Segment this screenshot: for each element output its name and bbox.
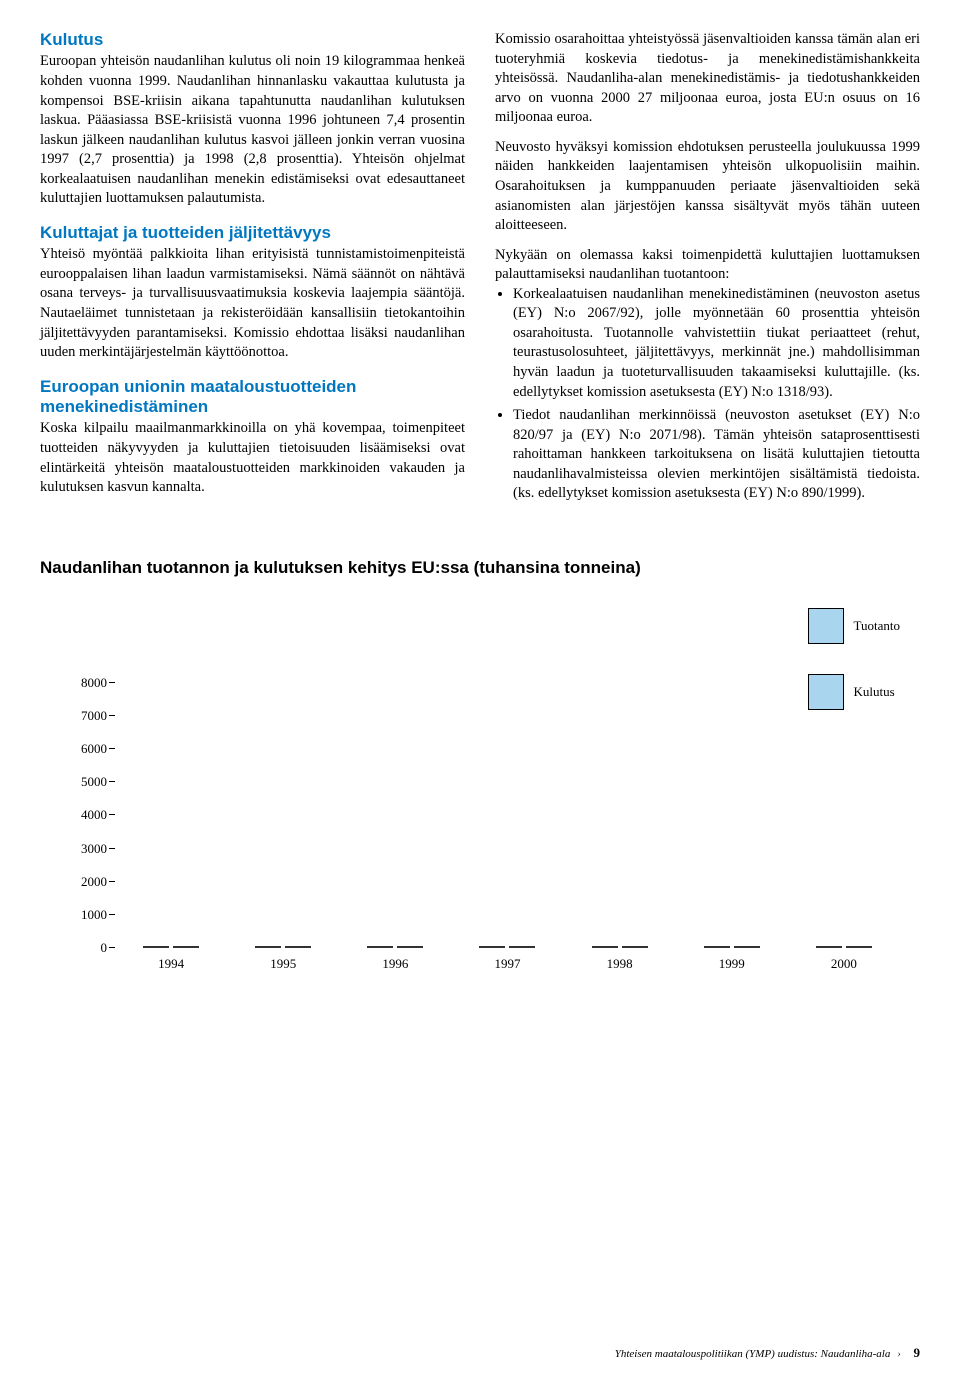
legend-swatch-prod xyxy=(808,608,844,644)
xtick-label: 2000 xyxy=(831,948,857,978)
bullet-2: Tiedot naudanlihan merkinnöissä (neuvost… xyxy=(513,406,920,504)
ytick-label: 0 xyxy=(101,940,108,956)
two-column-text: Kulutus Euroopan yhteisön naudanlihan ku… xyxy=(40,30,920,508)
para-nykyaan: Nykyään on olemassa kaksi toimenpidettä … xyxy=(495,246,920,285)
bullet-1: Korkealaatuisen naudanlihan menekinedist… xyxy=(513,285,920,402)
chart-section: Naudanlihan tuotannon ja kulutuksen kehi… xyxy=(40,558,920,978)
footer-page: 9 xyxy=(914,1345,921,1360)
footer-sep: › xyxy=(897,1348,901,1360)
right-column: Komissio osarahoittaa yhteistyössä jäsen… xyxy=(495,30,920,508)
ytick-label: 4000 xyxy=(81,807,107,823)
xtick-label: 1998 xyxy=(607,948,633,978)
ytick-label: 6000 xyxy=(81,741,107,757)
bullet-list: Korkealaatuisen naudanlihan menekinedist… xyxy=(495,285,920,504)
xtick-label: 1999 xyxy=(719,948,745,978)
y-axis: 010002000300040005000600070008000 xyxy=(60,683,115,948)
ytick-label: 2000 xyxy=(81,874,107,890)
x-axis: 1994 1995 1996 1997 1998 1999 2000 xyxy=(115,948,900,978)
chart-area: Tuotanto Kulutus 01000200030004000500060… xyxy=(60,618,900,978)
plot-area xyxy=(115,683,900,948)
bars-container xyxy=(115,683,900,948)
legend-label-prod: Tuotanto xyxy=(854,618,900,634)
legend-tuotanto: Tuotanto xyxy=(808,608,900,644)
heading-kulutus: Kulutus xyxy=(40,30,465,50)
ytick-label: 1000 xyxy=(81,907,107,923)
left-column: Kulutus Euroopan yhteisön naudanlihan ku… xyxy=(40,30,465,508)
ytick-label: 3000 xyxy=(81,841,107,857)
para-komissio: Komissio osarahoittaa yhteistyössä jäsen… xyxy=(495,30,920,128)
ytick-label: 8000 xyxy=(81,675,107,691)
xtick-label: 1996 xyxy=(382,948,408,978)
ytick-label: 5000 xyxy=(81,774,107,790)
page-footer: Yhteisen maatalouspolitiikan (YMP) uudis… xyxy=(615,1345,920,1361)
heading-menekin: Euroopan unionin maataloustuotteiden men… xyxy=(40,377,465,418)
para-kuluttajat: Yhteisö myöntää palkkioita lihan erityis… xyxy=(40,245,465,362)
heading-kuluttajat: Kuluttajat ja tuotteiden jäljitettävyys xyxy=(40,223,465,243)
para-kulutus: Euroopan yhteisön naudanlihan kulutus ol… xyxy=(40,52,465,209)
xtick-label: 1994 xyxy=(158,948,184,978)
para-menekin: Koska kilpailu maailmanmarkkinoilla on y… xyxy=(40,419,465,497)
para-neuvosto: Neuvosto hyväksyi komission ehdotuksen p… xyxy=(495,138,920,236)
xtick-label: 1995 xyxy=(270,948,296,978)
ytick-label: 7000 xyxy=(81,708,107,724)
xtick-label: 1997 xyxy=(494,948,520,978)
footer-text: Yhteisen maatalouspolitiikan (YMP) uudis… xyxy=(615,1348,891,1360)
chart-title: Naudanlihan tuotannon ja kulutuksen kehi… xyxy=(40,558,920,578)
